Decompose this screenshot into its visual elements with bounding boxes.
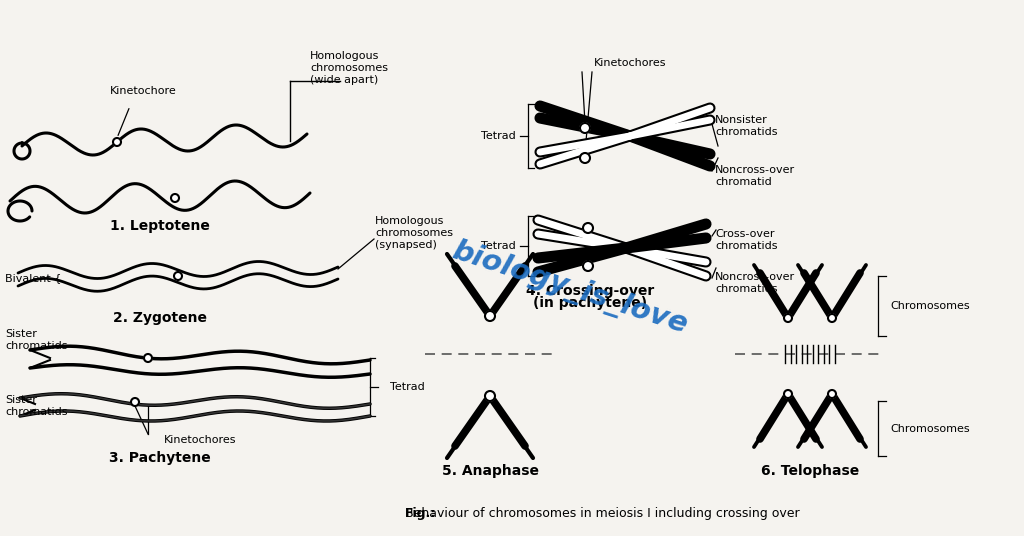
Text: (wide apart): (wide apart) bbox=[310, 75, 378, 85]
Circle shape bbox=[144, 354, 152, 362]
Text: 4. Crossing-over: 4. Crossing-over bbox=[526, 284, 654, 298]
Circle shape bbox=[113, 138, 121, 146]
Text: Tetrad: Tetrad bbox=[481, 131, 516, 141]
Text: Cross-over
chromatids: Cross-over chromatids bbox=[715, 229, 777, 251]
Text: Homologous: Homologous bbox=[375, 216, 444, 226]
Text: Kinetochore: Kinetochore bbox=[110, 86, 177, 96]
Circle shape bbox=[580, 123, 590, 133]
Text: 2. Zygotene: 2. Zygotene bbox=[113, 311, 207, 325]
Text: biology_is_love: biology_is_love bbox=[449, 236, 691, 340]
Text: Kinetochores: Kinetochores bbox=[164, 435, 237, 445]
Circle shape bbox=[485, 311, 495, 321]
Text: chromosomes: chromosomes bbox=[310, 63, 388, 73]
Text: Sister
chromatids: Sister chromatids bbox=[5, 329, 68, 351]
Text: Noncross-over
chromatids: Noncross-over chromatids bbox=[715, 272, 795, 294]
Text: Noncross-over
chromatid: Noncross-over chromatid bbox=[715, 165, 795, 187]
Text: (synapsed): (synapsed) bbox=[375, 240, 437, 250]
Text: chromosomes: chromosomes bbox=[375, 228, 453, 238]
Circle shape bbox=[828, 390, 836, 398]
Text: Nonsister
chromatids: Nonsister chromatids bbox=[715, 115, 777, 137]
Text: 6. Telophase: 6. Telophase bbox=[761, 464, 859, 478]
Circle shape bbox=[580, 153, 590, 163]
Circle shape bbox=[485, 391, 495, 401]
Text: (in pachytene): (in pachytene) bbox=[532, 296, 647, 310]
Text: Bivalent {: Bivalent { bbox=[5, 273, 61, 283]
Text: Kinetochores: Kinetochores bbox=[594, 58, 667, 68]
Text: Tetrad: Tetrad bbox=[481, 241, 516, 251]
Text: 5. Anaphase: 5. Anaphase bbox=[441, 464, 539, 478]
Circle shape bbox=[171, 194, 179, 202]
Text: 3. Pachytene: 3. Pachytene bbox=[110, 451, 211, 465]
Circle shape bbox=[583, 261, 593, 271]
Circle shape bbox=[828, 314, 836, 322]
Text: Chromosomes: Chromosomes bbox=[890, 301, 970, 311]
Text: Homologous: Homologous bbox=[310, 51, 379, 61]
Text: Behaviour of chromosomes in meiosis I including crossing over: Behaviour of chromosomes in meiosis I in… bbox=[400, 508, 800, 520]
Circle shape bbox=[131, 398, 139, 406]
Text: Sister
chromatids: Sister chromatids bbox=[5, 395, 68, 417]
Text: Chromosomes: Chromosomes bbox=[890, 423, 970, 434]
Text: 1. Leptotene: 1. Leptotene bbox=[110, 219, 210, 233]
Circle shape bbox=[784, 390, 792, 398]
Circle shape bbox=[583, 223, 593, 233]
Text: Fig.:: Fig.: bbox=[404, 508, 435, 520]
Text: Tetrad: Tetrad bbox=[390, 382, 425, 392]
Circle shape bbox=[784, 314, 792, 322]
Circle shape bbox=[174, 272, 182, 280]
